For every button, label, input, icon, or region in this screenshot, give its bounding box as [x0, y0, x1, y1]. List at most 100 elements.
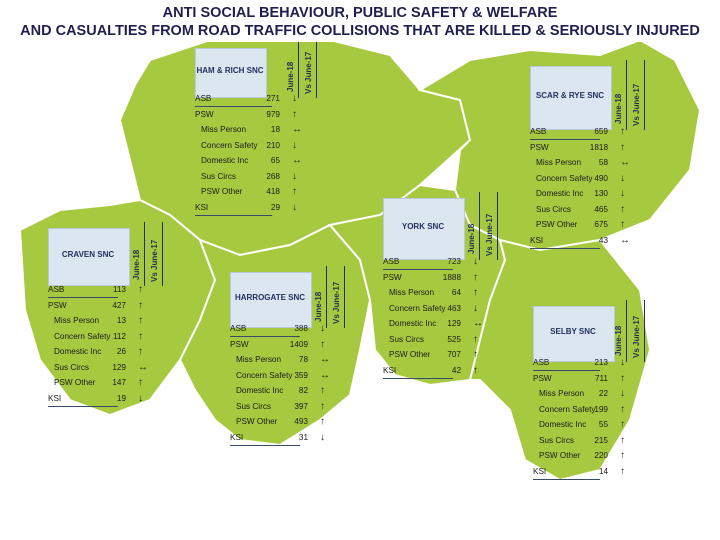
- row-underline: [195, 214, 272, 216]
- metric-row: Domestic Inc 82 ↑: [230, 384, 348, 398]
- row-underline: [383, 377, 453, 379]
- metric-label: PSW: [48, 300, 67, 310]
- column-divider: [326, 266, 327, 328]
- row-underline: [48, 297, 118, 298]
- metric-row: PSW 427 ↑: [48, 299, 166, 313]
- metric-label: Sus Circs: [236, 401, 272, 411]
- metric-value-june-18: 268: [266, 171, 280, 181]
- metric-label: ASB: [230, 324, 247, 333]
- metric-value-june-18: 65: [270, 156, 280, 165]
- metric-row: PSW 979 ↑: [195, 108, 320, 122]
- trend-same-arrow-icon: ↔: [292, 155, 302, 166]
- metric-label: Concern Safety: [389, 303, 446, 313]
- metric-label: Miss Person: [236, 355, 282, 364]
- metric-value-june-18: 113: [112, 285, 126, 294]
- metric-row: ASB 659 ↑: [530, 125, 648, 139]
- column-divider: [644, 300, 645, 362]
- metric-value-june-18: 129: [112, 362, 126, 372]
- metric-value-june-18: 418: [266, 187, 280, 196]
- metric-label: PSW: [530, 142, 549, 152]
- metric-row: ASB 723 ↓: [383, 255, 501, 269]
- row-underline: [195, 106, 272, 107]
- metric-value-june-18: 58: [598, 158, 608, 167]
- trend-up-arrow-icon: ↑: [138, 299, 143, 311]
- trend-up-arrow-icon: ↑: [138, 330, 143, 342]
- metric-label: PSW Other: [539, 451, 581, 460]
- trend-same-arrow-icon: ↔: [320, 354, 330, 365]
- metric-value-june-18: 711: [594, 373, 608, 383]
- title-line-2: AND CASUALTIES FROM ROAD TRAFFIC COLLISI…: [20, 23, 700, 39]
- metric-value-june-18: 271: [266, 94, 280, 103]
- trend-down-arrow-icon: ↓: [292, 201, 297, 213]
- metric-value-june-18: 525: [447, 334, 461, 344]
- metric-label: PSW: [195, 109, 214, 119]
- metric-row: Sus Circs 397 ↑: [230, 400, 348, 414]
- metric-label: Domestic Inc: [536, 189, 584, 198]
- trend-down-arrow-icon: ↓: [620, 388, 625, 399]
- metric-row: Concern Safety 463 ↓: [383, 302, 501, 316]
- metric-value-june-18: 723: [447, 257, 461, 266]
- metric-label: KSI: [533, 466, 547, 476]
- row-underline: [383, 269, 453, 270]
- metric-row: Sus Circs 268 ↓: [195, 170, 320, 184]
- trend-up-arrow-icon: ↑: [473, 333, 478, 345]
- metric-row: Miss Person 22 ↓: [533, 387, 648, 401]
- metric-value-june-18: 55: [598, 420, 608, 429]
- metric-value-june-18: 493: [294, 417, 308, 426]
- metric-value-june-18: 64: [451, 288, 461, 297]
- metric-row: PSW 1409 ↑: [230, 338, 348, 352]
- column-divider: [316, 42, 317, 98]
- metric-row: Domestic Inc 26 ↑: [48, 345, 166, 359]
- trend-down-arrow-icon: ↓: [620, 172, 625, 184]
- metric-value-june-18: 210: [266, 140, 280, 150]
- metric-label: ASB: [530, 127, 547, 136]
- metric-value-june-18: 215: [594, 435, 608, 445]
- trend-same-arrow-icon: ↔: [620, 157, 630, 168]
- metric-row: Miss Person 18 ↔: [195, 123, 320, 137]
- column-label-vs-june-17: Vs June-17: [632, 315, 641, 358]
- metric-value-june-18: 199: [594, 404, 608, 414]
- trend-down-arrow-icon: ↓: [292, 93, 297, 104]
- metric-row: PSW Other 147 ↑: [48, 376, 166, 390]
- trend-up-arrow-icon: ↑: [320, 400, 325, 412]
- title-line-1: ANTI SOCIAL BEHAVIOUR, PUBLIC SAFETY & W…: [162, 5, 558, 21]
- metric-label: PSW Other: [536, 220, 578, 229]
- column-divider: [626, 60, 627, 130]
- trend-up-arrow-icon: ↑: [620, 372, 625, 384]
- metric-label: KSI: [230, 432, 244, 442]
- column-label-vs-june-17: Vs June-17: [332, 281, 341, 324]
- metric-label: PSW: [383, 272, 402, 282]
- metric-value-june-18: 675: [594, 220, 608, 229]
- trend-up-arrow-icon: ↑: [620, 203, 625, 215]
- trend-down-arrow-icon: ↓: [292, 170, 297, 182]
- row-underline: [530, 247, 600, 249]
- trend-up-arrow-icon: ↑: [292, 108, 297, 120]
- metric-label: Miss Person: [539, 389, 585, 398]
- title-bar: ANTI SOCIAL BEHAVIOUR, PUBLIC SAFETY & W…: [0, 0, 720, 42]
- column-label-vs-june-17: Vs June-17: [304, 51, 313, 94]
- trend-up-arrow-icon: ↑: [320, 338, 325, 350]
- column-divider: [479, 192, 480, 260]
- metric-label: Domestic Inc: [236, 386, 284, 395]
- metric-row: KSI 31 ↓: [230, 431, 348, 445]
- metric-label: PSW Other: [201, 187, 243, 196]
- metric-label: Sus Circs: [389, 334, 425, 344]
- metric-row: Sus Circs 465 ↑: [530, 203, 648, 217]
- snc-header-box: [195, 48, 267, 98]
- metric-label: Sus Circs: [54, 362, 90, 372]
- row-underline: [530, 139, 600, 140]
- trend-up-arrow-icon: ↑: [620, 419, 625, 430]
- metric-value-june-18: 1888: [442, 272, 461, 282]
- metric-row: ASB 388 ↓: [230, 322, 348, 336]
- metric-value-june-18: 359: [294, 370, 308, 380]
- snc-name: SCAR & RYE SNC: [535, 91, 605, 100]
- metric-label: PSW Other: [389, 350, 431, 359]
- metric-value-june-18: 18: [270, 125, 280, 134]
- metric-row: Domestic Inc 65 ↔: [195, 154, 320, 168]
- map-region-harrogate: [178, 223, 372, 447]
- metric-label: KSI: [48, 393, 62, 403]
- column-label-june-18: June-18: [614, 93, 623, 124]
- metric-label: Miss Person: [536, 158, 582, 167]
- column-label-vs-june-17: Vs June-17: [150, 239, 159, 282]
- metric-row: PSW Other 493 ↑: [230, 415, 348, 429]
